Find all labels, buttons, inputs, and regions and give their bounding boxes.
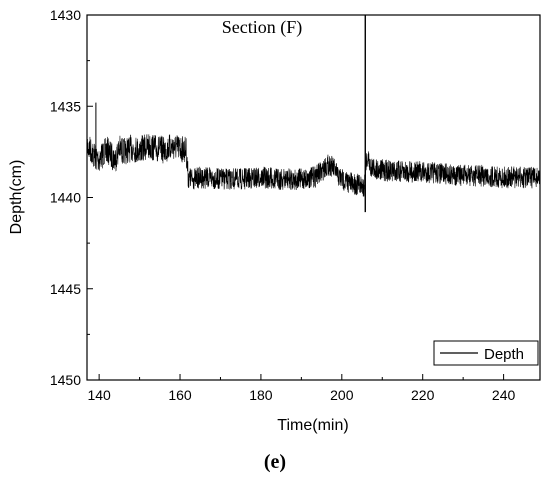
y-tick-label: 1430 — [50, 7, 81, 23]
x-tick-label: 240 — [492, 387, 516, 403]
y-axis-label: Depth(cm) — [8, 160, 25, 235]
x-tick-label: 200 — [330, 387, 354, 403]
legend: Depth — [433, 340, 539, 366]
y-tick-label: 1440 — [50, 190, 81, 206]
x-axis-label: Time(min) — [277, 417, 348, 434]
x-tick-label: 160 — [168, 387, 192, 403]
plot-area — [86, 15, 541, 213]
series-depth-line — [86, 132, 541, 197]
panel-label: (e) — [264, 451, 286, 473]
chart-title: Section (F) — [222, 17, 303, 38]
x-tick-label: 140 — [87, 387, 111, 403]
y-tick-label: 1450 — [50, 372, 81, 388]
x-tick-label: 220 — [411, 387, 435, 403]
legend-label-depth: Depth — [484, 346, 524, 363]
axis-ticks: 140 160 180 200 220 240 1430 1435 1440 1445 1450 — [50, 7, 516, 403]
y-tick-label: 1435 — [50, 98, 81, 114]
plot-frame — [86, 14, 541, 381]
y-tick-label: 1445 — [50, 281, 81, 297]
x-tick-label: 180 — [249, 387, 273, 403]
